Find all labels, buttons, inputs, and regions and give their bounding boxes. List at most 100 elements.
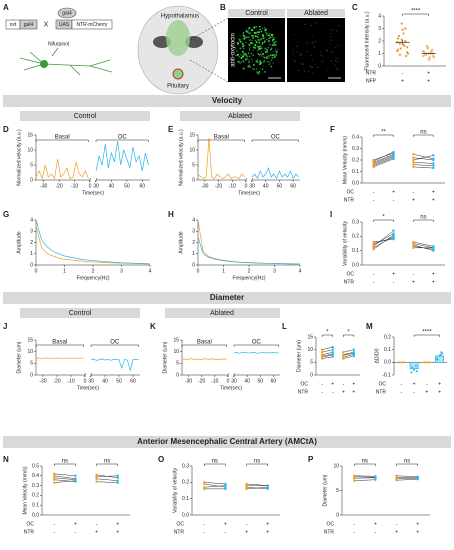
speckle xyxy=(261,41,264,44)
point xyxy=(398,361,401,364)
point xyxy=(74,474,77,477)
point xyxy=(372,163,375,166)
speckle xyxy=(329,43,331,45)
condition: - xyxy=(402,70,404,76)
pair-line xyxy=(54,480,76,483)
point xyxy=(374,476,377,479)
panel-label: O xyxy=(158,455,164,464)
y-tick-label: 0.2 xyxy=(352,234,359,240)
speckle xyxy=(334,59,337,62)
speckle xyxy=(265,35,267,37)
label: Hypothalamus xyxy=(161,14,199,20)
section-bar xyxy=(3,436,451,448)
x-tick-label: -10 xyxy=(211,378,218,384)
speckle xyxy=(329,36,332,38)
y-tick-label: 10 xyxy=(333,463,339,469)
speckle xyxy=(266,52,268,54)
pair-line xyxy=(373,237,394,244)
speckle xyxy=(243,35,245,37)
speckle xyxy=(306,28,308,30)
speckle xyxy=(293,34,295,36)
x-tick-label: 50 xyxy=(124,183,130,189)
speckle xyxy=(245,36,248,38)
speckle xyxy=(304,23,306,26)
x-tick-label: 50 xyxy=(116,378,122,384)
schematic: oxt gal4 X gal4 UAS NTR-mCherry Nifurpin… xyxy=(5,5,229,95)
speckle xyxy=(237,60,240,63)
period-label: OC xyxy=(271,135,281,141)
y-tick-label: 1 xyxy=(378,51,381,57)
condition: - xyxy=(393,197,395,203)
row-label: NTR xyxy=(366,70,377,76)
y-tick-label: 4 xyxy=(378,13,381,19)
period-bracket xyxy=(95,139,149,142)
point xyxy=(403,361,406,364)
speckle xyxy=(263,56,266,59)
point xyxy=(372,242,375,245)
speckle xyxy=(338,44,340,46)
speckle xyxy=(305,76,307,78)
y-axis-label: Diameter (um) xyxy=(296,340,302,372)
row-label: NTR xyxy=(324,529,335,535)
pair-line xyxy=(322,356,333,359)
label: Pituitary xyxy=(167,84,189,90)
condition: - xyxy=(246,521,248,527)
y-tick-label: 15 xyxy=(27,132,33,138)
point xyxy=(400,22,403,25)
point xyxy=(439,353,442,356)
significance: ** xyxy=(381,130,386,136)
point xyxy=(372,245,375,248)
significance-bracket xyxy=(413,134,434,137)
subheader: Ablated xyxy=(210,310,234,317)
point xyxy=(404,27,407,30)
speckle xyxy=(255,25,258,28)
speckle xyxy=(297,70,300,72)
point xyxy=(412,243,415,247)
speckle xyxy=(258,71,261,73)
y-tick-label: 0.3 xyxy=(352,146,359,152)
speckle xyxy=(261,33,264,36)
point xyxy=(245,487,248,491)
point xyxy=(412,240,415,244)
point xyxy=(352,352,356,355)
x-tick-label: -30 xyxy=(185,378,192,384)
panel-label: L xyxy=(282,322,287,331)
speckle xyxy=(246,56,249,58)
speckle xyxy=(259,38,263,41)
subheader: Ablated xyxy=(228,113,252,120)
point xyxy=(331,352,334,356)
y-tick-label: 3 xyxy=(192,229,195,235)
condition: - xyxy=(393,279,395,285)
point xyxy=(342,357,345,360)
y-tick-label: 1 xyxy=(192,251,195,257)
significance: ns xyxy=(420,215,426,221)
condition: - xyxy=(353,521,355,527)
point xyxy=(413,368,416,371)
speckle xyxy=(248,48,251,51)
period-label: Basal xyxy=(55,135,70,141)
row-label: NTR xyxy=(298,389,309,395)
speckle xyxy=(273,37,276,39)
speckle xyxy=(261,43,263,45)
point xyxy=(432,157,435,161)
point xyxy=(425,361,428,364)
point xyxy=(116,481,119,484)
speckle xyxy=(312,42,314,44)
speckle xyxy=(259,53,261,56)
point xyxy=(412,153,415,156)
speckle xyxy=(268,63,271,66)
point xyxy=(392,157,395,161)
section-title: Anterior Mesencephalic Central Artery (A… xyxy=(137,437,317,446)
speckle xyxy=(270,33,273,37)
speckle xyxy=(257,38,260,41)
speckle xyxy=(291,50,293,52)
speckle xyxy=(256,60,259,63)
condition: - xyxy=(203,521,205,527)
pair-line xyxy=(54,479,76,482)
point xyxy=(374,478,377,481)
x-tick-label: 30 xyxy=(249,183,255,189)
period-label: OC xyxy=(118,135,128,141)
significance-bracket xyxy=(413,219,434,222)
point xyxy=(436,358,439,361)
speckle xyxy=(252,63,255,66)
